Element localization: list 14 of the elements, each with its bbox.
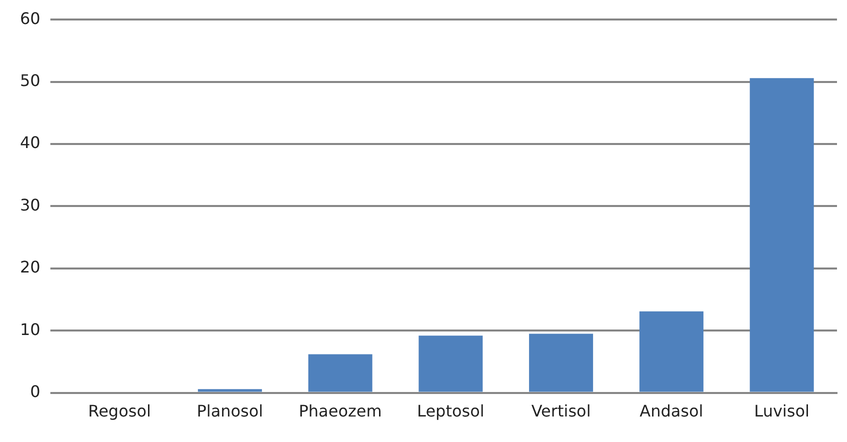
x-tick-label: Leptosol xyxy=(417,402,484,421)
y-tick-label: 40 xyxy=(20,133,40,152)
y-tick-label: 50 xyxy=(20,70,40,90)
x-tick-label: Vertisol xyxy=(531,402,591,421)
x-tick-label: Regosol xyxy=(88,402,151,421)
y-tick-label: 60 xyxy=(20,8,40,28)
x-tick-label: Planosol xyxy=(196,402,264,421)
y-tick-label: 20 xyxy=(20,258,40,277)
y-tick-label: 30 xyxy=(20,195,40,214)
y-tick-label: 0 xyxy=(30,382,40,401)
y-tick-label: 10 xyxy=(20,320,40,339)
x-tick-label: Andasol xyxy=(640,402,704,421)
x-tick-label: Phaeozem xyxy=(298,402,382,421)
x-tick-label: Luvisol xyxy=(754,402,810,421)
